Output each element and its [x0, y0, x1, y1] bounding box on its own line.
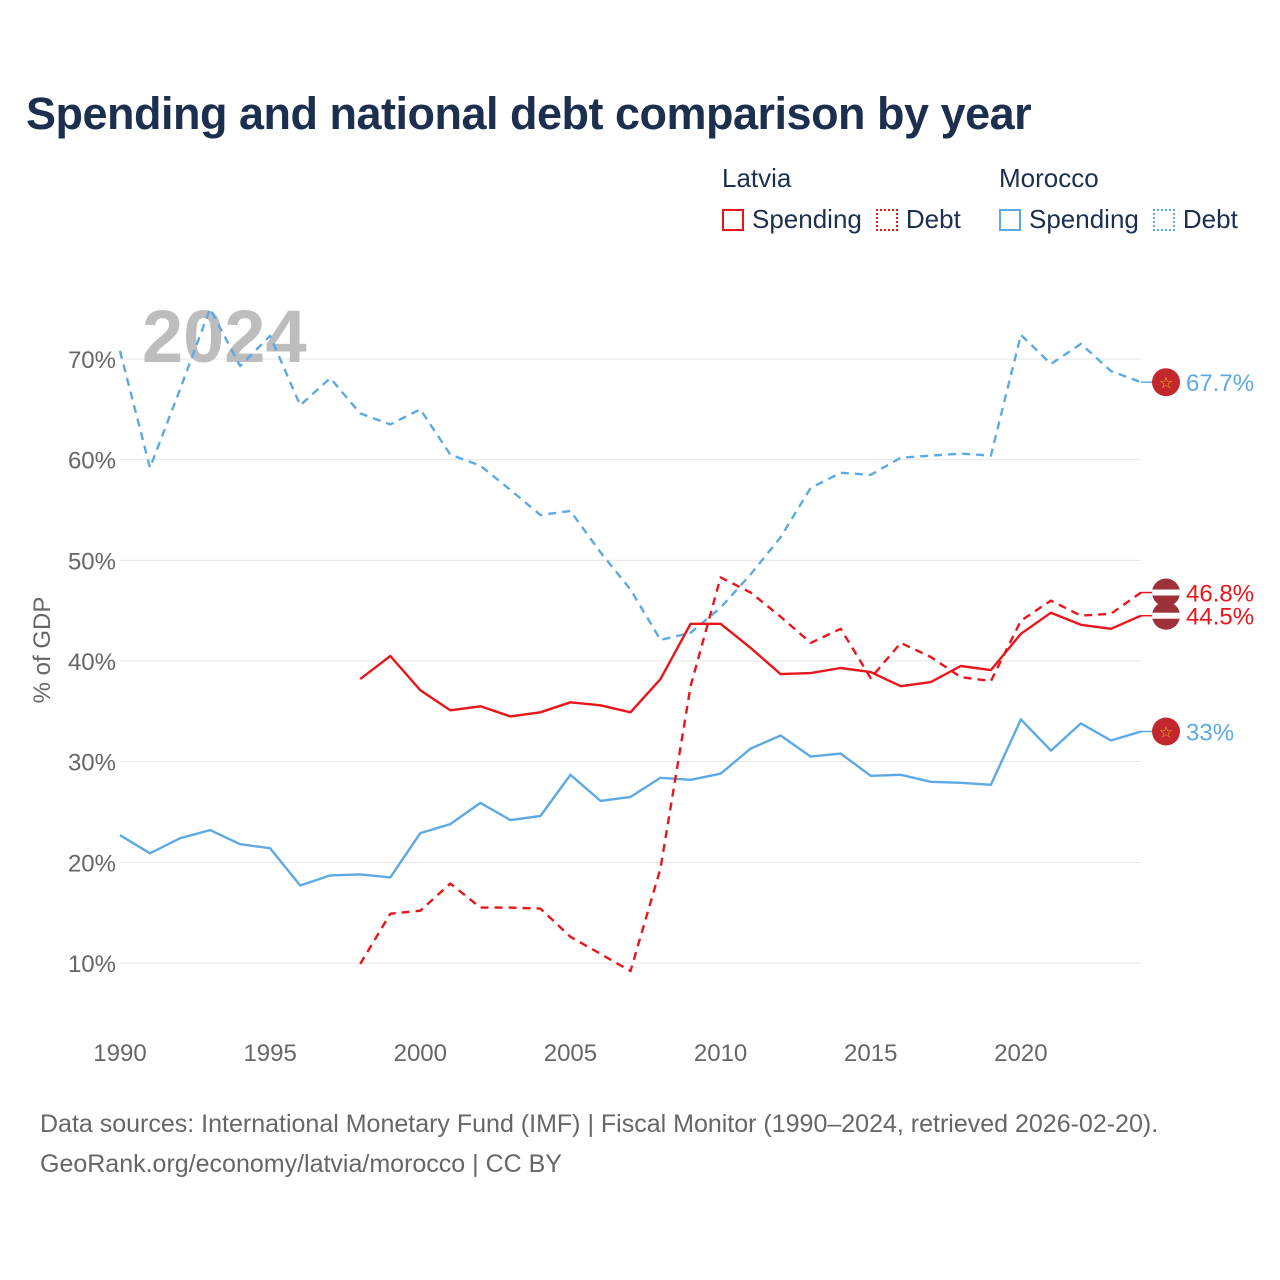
- svg-text:☆: ☆: [1159, 375, 1173, 392]
- legend-swatch-morocco-spending: [999, 208, 1021, 231]
- legend-country-morocco: Morocco: [999, 163, 1099, 193]
- morocco-flag-icon: ☆: [1152, 717, 1180, 746]
- legend-label-latvia-spending: Spending: [752, 204, 862, 234]
- x-tick-label: 2020: [994, 1040, 1047, 1067]
- y-tick-label: 20%: [68, 850, 116, 877]
- y-tick-label: 30%: [68, 750, 116, 777]
- end-labels: ☆ 67.7% ☆ 33% 46.8%44.5%: [1141, 368, 1254, 746]
- y-tick-label: 10%: [68, 951, 116, 978]
- y-tick-label: 70%: [68, 347, 116, 374]
- series-line-morocco-debt[interactable]: [118, 307, 1142, 642]
- latvia-flag-icon: [1152, 601, 1180, 630]
- legend-label-latvia-debt: Debt: [905, 204, 961, 234]
- line-chart: 2024 10% 20% 30% 40% 50% 60% 70% 1990 1995 2000 20…: [29, 295, 1254, 1067]
- y-tick-label: 60%: [68, 448, 116, 475]
- legend-item-morocco-spending[interactable]: Spending: [999, 204, 1139, 235]
- end-label-morocco-debt: 67.7%: [1186, 370, 1254, 397]
- svg-text:☆: ☆: [1159, 725, 1173, 742]
- series-line-latvia-spending[interactable]: [359, 611, 1142, 718]
- x-tick-label: 1990: [93, 1040, 146, 1067]
- year-watermark: 2024: [142, 295, 307, 378]
- gridlines: [120, 358, 1141, 964]
- series-line-morocco-spending[interactable]: [119, 718, 1142, 887]
- legend-group-latvia: Latvia Spending Debt: [722, 162, 975, 235]
- chart-title: Spending and national debt comparison by…: [26, 88, 1032, 139]
- data-sources: Data sources: International Monetary Fun…: [40, 1104, 1158, 1184]
- legend-swatch-latvia-spending: [722, 208, 744, 231]
- series-lines: [118, 307, 1142, 973]
- legend-swatch-latvia-debt: [875, 208, 898, 231]
- x-tick-label: 2005: [544, 1040, 597, 1067]
- end-label-morocco-spending: 33%: [1186, 719, 1234, 746]
- y-tick-label: 50%: [68, 548, 116, 575]
- latvia-flag-icon: [1152, 578, 1180, 607]
- series-line-latvia-debt[interactable]: [359, 576, 1142, 973]
- source-line: Data sources: International Monetary Fun…: [40, 1110, 1159, 1138]
- x-tick-label: 2015: [844, 1040, 897, 1067]
- y-tick-label: 40%: [68, 649, 116, 676]
- x-tick-label: 1995: [243, 1040, 296, 1067]
- legend-swatch-morocco-debt: [1152, 208, 1175, 231]
- end-label-latvia-debt: 46.8%: [1186, 581, 1254, 608]
- legend-item-latvia-debt[interactable]: Debt: [875, 204, 961, 235]
- y-axis-title: % of GDP: [29, 597, 56, 704]
- legend-group-morocco: Morocco Spending Debt: [999, 162, 1238, 235]
- legend-item-latvia-spending[interactable]: Spending: [722, 204, 862, 235]
- legend-item-morocco-debt[interactable]: Debt: [1152, 204, 1238, 235]
- x-tick-label: 2010: [694, 1040, 747, 1067]
- legend-country-latvia: Latvia: [722, 163, 792, 193]
- x-tick-label: 2000: [394, 1040, 447, 1067]
- legend-label-morocco-spending: Spending: [1029, 204, 1139, 234]
- morocco-flag-icon: ☆: [1152, 368, 1180, 397]
- attribution-line: GeoRank.org/economy/latvia/morocco | CC …: [40, 1150, 562, 1178]
- end-label-latvia-spending: 44.5%: [1186, 604, 1254, 631]
- legend-label-morocco-debt: Debt: [1182, 204, 1238, 234]
- axes: 10% 20% 30% 40% 50% 60% 70% 1990 1995 2000 2005 201…: [29, 347, 1048, 1067]
